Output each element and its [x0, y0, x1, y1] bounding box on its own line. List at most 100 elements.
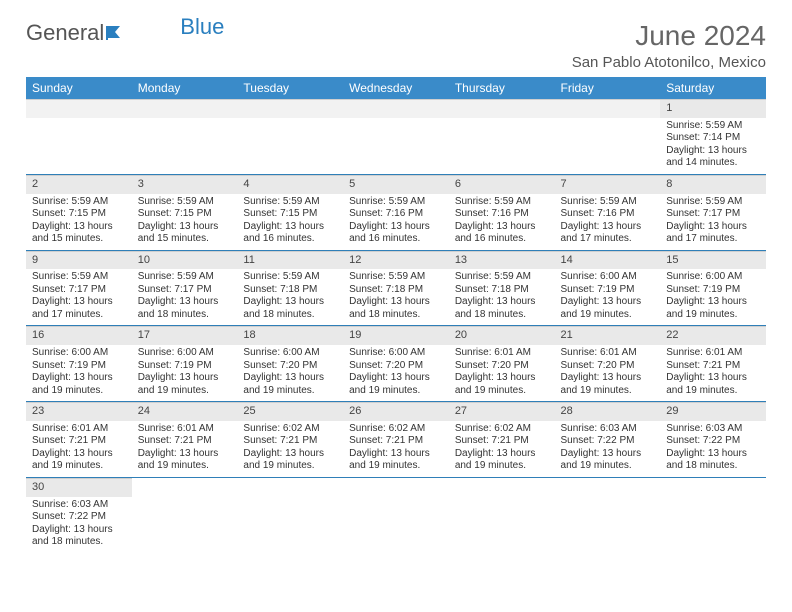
calendar-week: 9Sunrise: 5:59 AMSunset: 7:17 PMDaylight… — [26, 250, 766, 326]
brand-logo: General Blue — [26, 20, 224, 46]
sunrise-line: Sunrise: 6:03 AM — [32, 499, 126, 512]
day-number: 20 — [449, 326, 555, 345]
sunrise-line: Sunrise: 6:03 AM — [666, 423, 760, 436]
sunrise-line: Sunrise: 5:59 AM — [666, 120, 760, 133]
brand-part1: General — [26, 20, 104, 46]
weekday-header: Wednesday — [343, 77, 449, 99]
daylight-line: Daylight: 13 hours and 17 minutes. — [32, 296, 126, 321]
calendar-cell: 30Sunrise: 6:03 AMSunset: 7:22 PMDayligh… — [26, 477, 132, 552]
sunrise-line: Sunrise: 6:03 AM — [561, 423, 655, 436]
sunset-line: Sunset: 7:22 PM — [32, 511, 126, 524]
day-body-empty — [237, 118, 343, 166]
day-body-empty — [26, 118, 132, 166]
day-body: Sunrise: 6:00 AMSunset: 7:19 PMDaylight:… — [555, 269, 661, 325]
sunset-line: Sunset: 7:21 PM — [349, 435, 443, 448]
calendar-cell — [237, 477, 343, 552]
calendar-cell: 26 Sunrise: 6:02 AMSunset: 7:21 PMDayligh… — [343, 402, 449, 478]
daylight-line: Daylight: 13 hours and 19 minutes. — [561, 296, 655, 321]
sunset-line: Sunset: 7:19 PM — [32, 360, 126, 373]
day-number: 18 — [237, 326, 343, 345]
sunrise-line: Sunrise: 6:01 AM — [455, 347, 549, 360]
daylight-line: Daylight: 13 hours and 19 minutes. — [349, 448, 443, 473]
calendar-cell — [449, 477, 555, 552]
day-number: 9 — [26, 251, 132, 270]
day-body: Sunrise: 6:01 AMSunset: 7:21 PMDaylight:… — [132, 421, 238, 477]
daylight-line: Daylight: 13 hours and 19 minutes. — [666, 296, 760, 321]
calendar-cell: 4Sunrise: 5:59 AMSunset: 7:15 PMDaylight… — [237, 174, 343, 250]
daylight-line: Daylight: 13 hours and 18 minutes. — [138, 296, 232, 321]
daylight-line: Daylight: 13 hours and 19 minutes. — [243, 448, 337, 473]
calendar-cell: 1Sunrise: 5:59 AMSunset: 7:14 PMDaylight… — [660, 99, 766, 174]
sunrise-line: Sunrise: 6:01 AM — [666, 347, 760, 360]
calendar-cell: 23Sunrise: 6:01 AMSunset: 7:21 PMDayligh… — [26, 402, 132, 478]
sunrise-line: Sunrise: 5:59 AM — [32, 271, 126, 284]
day-body: Sunrise: 5:59 AMSunset: 7:15 PMDaylight:… — [237, 194, 343, 250]
sunrise-line: Sunrise: 6:02 AM — [243, 423, 337, 436]
calendar-cell: 17Sunrise: 6:00 AMSunset: 7:19 PMDayligh… — [132, 326, 238, 402]
calendar-cell: 20Sunrise: 6:01 AMSunset: 7:20 PMDayligh… — [449, 326, 555, 402]
calendar-cell — [660, 477, 766, 552]
calendar-week: 16Sunrise: 6:00 AMSunset: 7:19 PMDayligh… — [26, 326, 766, 402]
calendar-cell: 18Sunrise: 6:00 AMSunset: 7:20 PMDayligh… — [237, 326, 343, 402]
header: General Blue June 2024 San Pablo Atotoni… — [26, 20, 766, 71]
daylight-line: Daylight: 13 hours and 19 minutes. — [138, 448, 232, 473]
day-body: Sunrise: 6:01 AMSunset: 7:20 PMDaylight:… — [449, 345, 555, 401]
day-body: Sunrise: 5:59 AMSunset: 7:17 PMDaylight:… — [26, 269, 132, 325]
sunrise-line: Sunrise: 5:59 AM — [138, 196, 232, 209]
day-body: Sunrise: 5:59 AMSunset: 7:15 PMDaylight:… — [132, 194, 238, 250]
sunset-line: Sunset: 7:21 PM — [455, 435, 549, 448]
sunrise-line: Sunrise: 6:00 AM — [138, 347, 232, 360]
calendar-cell: 10Sunrise: 5:59 AMSunset: 7:17 PMDayligh… — [132, 250, 238, 326]
daylight-line: Daylight: 13 hours and 14 minutes. — [666, 145, 760, 170]
day-number: 27 — [449, 402, 555, 421]
calendar-cell: 21Sunrise: 6:01 AMSunset: 7:20 PMDayligh… — [555, 326, 661, 402]
calendar-cell: 5Sunrise: 5:59 AMSunset: 7:16 PMDaylight… — [343, 174, 449, 250]
sunrise-line: Sunrise: 5:59 AM — [138, 271, 232, 284]
calendar-cell — [26, 99, 132, 174]
day-number: 10 — [132, 251, 238, 270]
day-number-empty — [237, 99, 343, 118]
weekday-header: Thursday — [449, 77, 555, 99]
sunset-line: Sunset: 7:21 PM — [138, 435, 232, 448]
daylight-line: Daylight: 13 hours and 18 minutes. — [243, 296, 337, 321]
day-number: 3 — [132, 175, 238, 194]
daylight-line: Daylight: 13 hours and 16 minutes. — [243, 221, 337, 246]
day-number: 2 — [26, 175, 132, 194]
sunrise-line: Sunrise: 5:59 AM — [666, 196, 760, 209]
day-body: Sunrise: 5:59 AMSunset: 7:17 PMDaylight:… — [132, 269, 238, 325]
sunrise-line: Sunrise: 6:02 AM — [349, 423, 443, 436]
day-body: Sunrise: 5:59 AMSunset: 7:18 PMDaylight:… — [343, 269, 449, 325]
sunset-line: Sunset: 7:20 PM — [561, 360, 655, 373]
calendar-week: 30Sunrise: 6:03 AMSunset: 7:22 PMDayligh… — [26, 477, 766, 552]
sunset-line: Sunset: 7:15 PM — [243, 208, 337, 221]
day-number: 11 — [237, 251, 343, 270]
day-body: Sunrise: 5:59 AMSunset: 7:17 PMDaylight:… — [660, 194, 766, 250]
sunset-line: Sunset: 7:22 PM — [561, 435, 655, 448]
weekday-header: Tuesday — [237, 77, 343, 99]
day-body: Sunrise: 6:00 AMSunset: 7:19 PMDaylight:… — [26, 345, 132, 401]
sunset-line: Sunset: 7:18 PM — [455, 284, 549, 297]
daylight-line: Daylight: 13 hours and 19 minutes. — [32, 372, 126, 397]
calendar-cell: 24Sunrise: 6:01 AMSunset: 7:21 PMDayligh… — [132, 402, 238, 478]
day-number: 19 — [343, 326, 449, 345]
calendar-cell: 8Sunrise: 5:59 AMSunset: 7:17 PMDaylight… — [660, 174, 766, 250]
day-body: Sunrise: 6:01 AMSunset: 7:21 PMDaylight:… — [660, 345, 766, 401]
sunset-line: Sunset: 7:17 PM — [138, 284, 232, 297]
calendar-cell: 11Sunrise: 5:59 AMSunset: 7:18 PMDayligh… — [237, 250, 343, 326]
sunset-line: Sunset: 7:21 PM — [666, 360, 760, 373]
sunrise-line: Sunrise: 6:00 AM — [32, 347, 126, 360]
sunrise-line: Sunrise: 6:00 AM — [349, 347, 443, 360]
day-number: 26 — [343, 402, 449, 421]
day-body: Sunrise: 6:02 AMSunset: 7:21 PMDaylight:… — [237, 421, 343, 477]
day-body: Sunrise: 6:00 AMSunset: 7:20 PMDaylight:… — [343, 345, 449, 401]
calendar-cell: 2Sunrise: 5:59 AMSunset: 7:15 PMDaylight… — [26, 174, 132, 250]
sunset-line: Sunset: 7:19 PM — [666, 284, 760, 297]
daylight-line: Daylight: 13 hours and 15 minutes. — [138, 221, 232, 246]
calendar-cell: 7Sunrise: 5:59 AMSunset: 7:16 PMDaylight… — [555, 174, 661, 250]
day-number: 17 — [132, 326, 238, 345]
sunset-line: Sunset: 7:21 PM — [32, 435, 126, 448]
sunrise-line: Sunrise: 6:00 AM — [561, 271, 655, 284]
sunrise-line: Sunrise: 5:59 AM — [243, 271, 337, 284]
day-number-empty — [132, 99, 238, 118]
sunrise-line: Sunrise: 5:59 AM — [349, 271, 443, 284]
